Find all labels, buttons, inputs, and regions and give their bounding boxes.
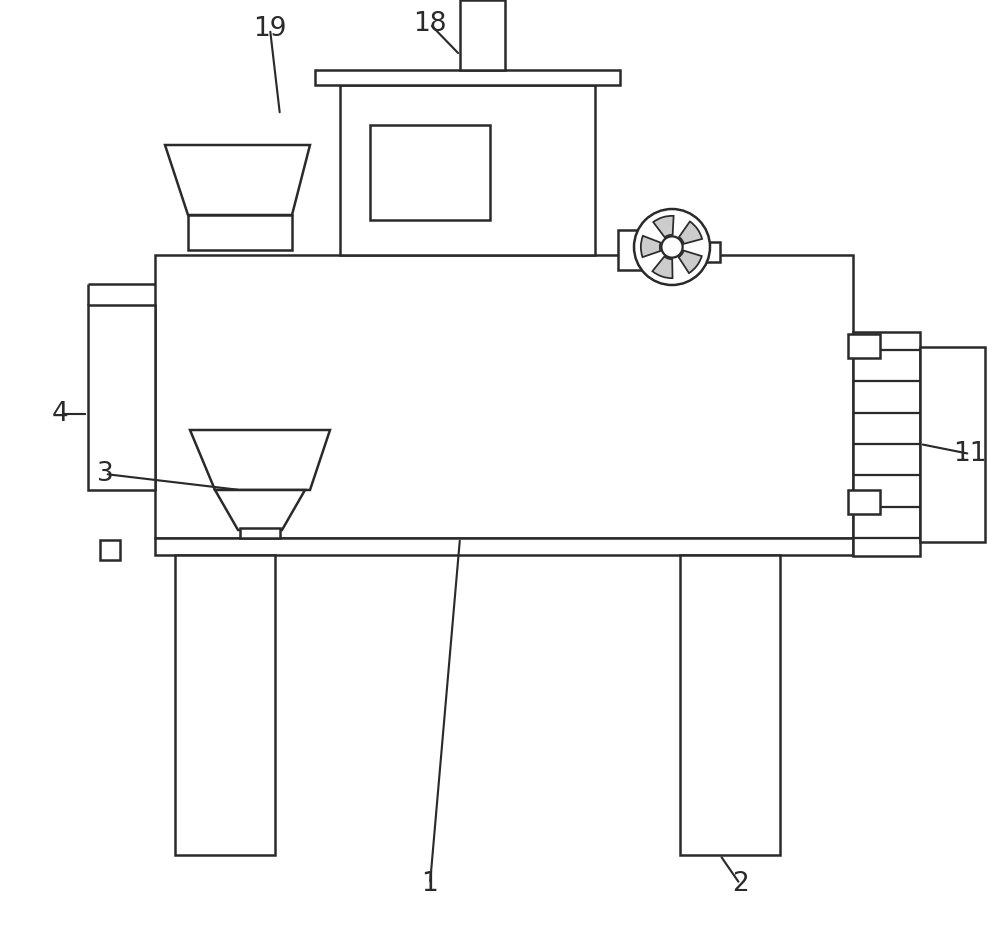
Bar — [920, 347, 985, 542]
Text: 3: 3 — [97, 461, 113, 487]
Bar — [853, 332, 920, 556]
Wedge shape — [652, 257, 673, 278]
Polygon shape — [165, 145, 310, 215]
Text: 4: 4 — [52, 401, 68, 427]
Polygon shape — [190, 430, 330, 490]
Text: 11: 11 — [953, 441, 987, 467]
Polygon shape — [215, 490, 305, 530]
Bar — [315, 70, 620, 85]
Text: 18: 18 — [413, 11, 447, 37]
Bar — [155, 538, 853, 555]
Circle shape — [661, 236, 683, 258]
Wedge shape — [653, 216, 674, 237]
Bar — [698, 242, 720, 262]
Bar — [848, 334, 880, 358]
Text: 2: 2 — [732, 871, 748, 897]
Bar — [848, 490, 880, 514]
Circle shape — [634, 209, 710, 285]
Bar — [460, 0, 505, 70]
Bar — [175, 555, 275, 855]
Bar — [240, 528, 280, 538]
Wedge shape — [641, 236, 661, 257]
Bar — [370, 125, 490, 220]
Bar — [618, 230, 698, 270]
Text: 19: 19 — [253, 16, 287, 42]
Bar — [155, 255, 853, 538]
Bar — [680, 555, 780, 855]
Bar — [188, 215, 292, 250]
Wedge shape — [679, 250, 702, 273]
Bar — [100, 540, 120, 560]
Bar — [340, 85, 595, 255]
Wedge shape — [679, 222, 702, 244]
Bar — [88, 305, 155, 490]
Text: 1: 1 — [422, 871, 438, 897]
